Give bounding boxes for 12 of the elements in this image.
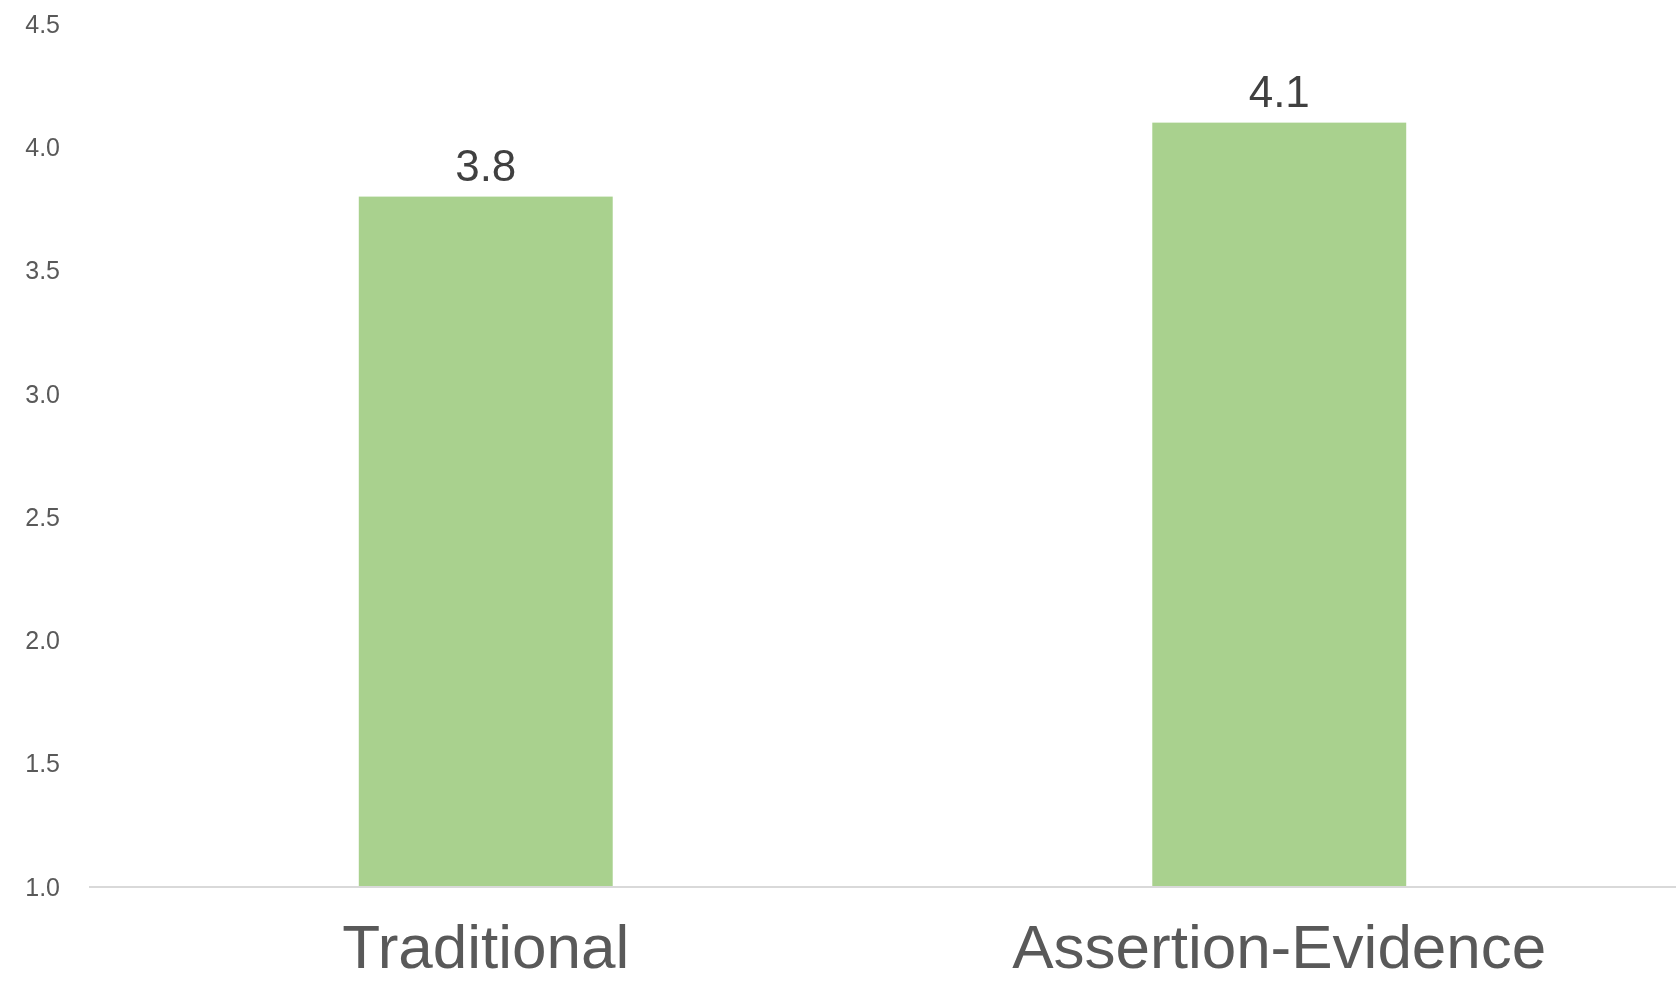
x-tick-label: Assertion-Evidence bbox=[1012, 912, 1547, 981]
data-label: 4.1 bbox=[1248, 66, 1310, 116]
y-tick-label: 3.0 bbox=[25, 379, 60, 408]
y-tick-label: 2.5 bbox=[25, 502, 60, 531]
x-tick-label: Traditional bbox=[342, 912, 630, 981]
y-tick-label: 2.0 bbox=[25, 626, 60, 655]
y-tick-label: 3.5 bbox=[25, 256, 60, 285]
y-tick-label: 4.5 bbox=[25, 9, 60, 38]
y-tick-label: 1.5 bbox=[25, 749, 60, 778]
data-label: 3.8 bbox=[455, 140, 517, 190]
y-tick-label: 1.0 bbox=[25, 872, 60, 901]
y-tick-label: 4.0 bbox=[25, 133, 60, 162]
